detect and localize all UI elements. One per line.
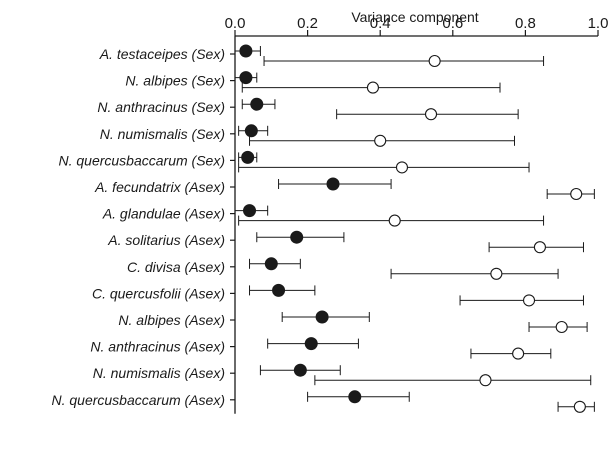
x-tick-label: 0.4	[370, 15, 391, 32]
point-filled	[291, 231, 303, 243]
x-tick-label: 0.8	[515, 15, 536, 32]
category-label: N. quercusbaccarum (Asex)	[51, 392, 225, 408]
point-open	[571, 189, 582, 200]
point-filled	[244, 205, 256, 217]
point-open	[389, 215, 400, 226]
point-open	[524, 295, 535, 306]
point-open	[375, 135, 386, 146]
point-open	[396, 162, 407, 173]
point-filled	[245, 125, 257, 137]
point-filled	[273, 284, 285, 296]
category-label: N. numismalis (Sex)	[100, 126, 225, 142]
point-open	[556, 322, 567, 333]
point-filled	[349, 391, 361, 403]
point-filled	[240, 72, 252, 84]
point-filled	[327, 178, 339, 190]
point-open	[367, 82, 378, 93]
point-filled	[316, 311, 328, 323]
category-label: C. quercusfolii (Asex)	[92, 285, 225, 301]
point-open	[491, 268, 502, 279]
category-label: A. solitarius (Asex)	[107, 232, 225, 248]
point-filled	[251, 98, 263, 110]
point-filled	[240, 45, 252, 57]
point-open	[429, 56, 440, 67]
point-filled	[242, 151, 254, 163]
point-open	[574, 401, 585, 412]
category-label: N. anthracinus (Asex)	[90, 339, 225, 355]
x-tick-label: 0.2	[297, 15, 318, 32]
x-tick-label: 0.0	[225, 15, 246, 32]
plot-area: 0.0 0.2 0.4 0.6 0.8 1.0 A. testaceipes (Sex) N.…	[51, 15, 608, 414]
point-open	[534, 242, 545, 253]
category-label: C. divisa (Asex)	[127, 259, 225, 275]
category-label: N. albipes (Asex)	[118, 312, 225, 328]
category-label: N. anthracinus (Sex)	[97, 99, 225, 115]
category-label: N. quercusbaccarum (Sex)	[58, 152, 225, 168]
point-filled	[294, 364, 306, 376]
category-label: N. numismalis (Asex)	[93, 365, 225, 381]
point-filled	[265, 258, 277, 270]
x-tick-label: 1.0	[588, 15, 609, 32]
category-label: N. albipes (Sex)	[125, 73, 225, 89]
point-open	[480, 375, 491, 386]
x-tick-label: 0.6	[442, 15, 463, 32]
point-open	[426, 109, 437, 120]
point-filled	[305, 338, 317, 350]
category-label: A. glandulae (Asex)	[102, 206, 225, 222]
category-label: A. fecundatrix (Asex)	[94, 179, 225, 195]
point-open	[513, 348, 524, 359]
category-label: A. testaceipes (Sex)	[99, 46, 225, 62]
